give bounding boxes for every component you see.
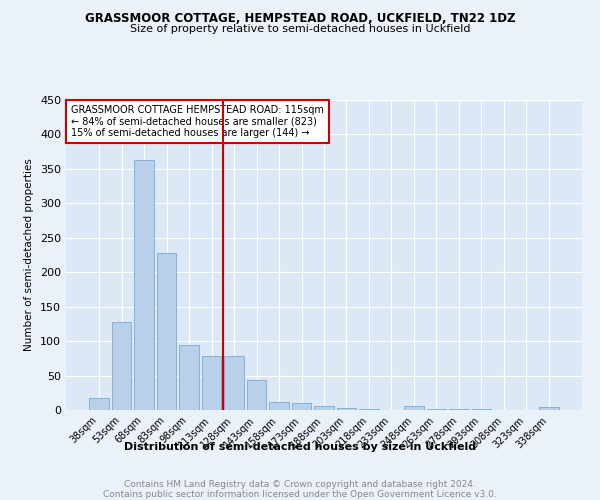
Bar: [179, 344, 199, 410]
Text: GRASSMOOR COTTAGE, HEMPSTEAD ROAD, UCKFIELD, TN22 1DZ: GRASSMOOR COTTAGE, HEMPSTEAD ROAD, UCKFI…: [85, 12, 515, 26]
Text: Distribution of semi-detached houses by size in Uckfield: Distribution of semi-detached houses by …: [124, 442, 476, 452]
Bar: [89, 398, 109, 410]
Text: Size of property relative to semi-detached houses in Uckfield: Size of property relative to semi-detach…: [130, 24, 470, 34]
Text: GRASSMOOR COTTAGE HEMPSTEAD ROAD: 115sqm
← 84% of semi-detached houses are small: GRASSMOOR COTTAGE HEMPSTEAD ROAD: 115sqm…: [71, 104, 324, 138]
Bar: [269, 402, 289, 410]
Bar: [314, 406, 334, 410]
Bar: [247, 380, 266, 410]
Text: Contains HM Land Registry data © Crown copyright and database right 2024.
Contai: Contains HM Land Registry data © Crown c…: [103, 480, 497, 500]
Bar: [157, 253, 176, 410]
Bar: [202, 356, 221, 410]
Bar: [292, 403, 311, 410]
Bar: [404, 406, 424, 410]
Bar: [112, 322, 131, 410]
Bar: [134, 160, 154, 410]
Bar: [539, 407, 559, 410]
Bar: [224, 356, 244, 410]
Bar: [337, 408, 356, 410]
Y-axis label: Number of semi-detached properties: Number of semi-detached properties: [25, 158, 34, 352]
